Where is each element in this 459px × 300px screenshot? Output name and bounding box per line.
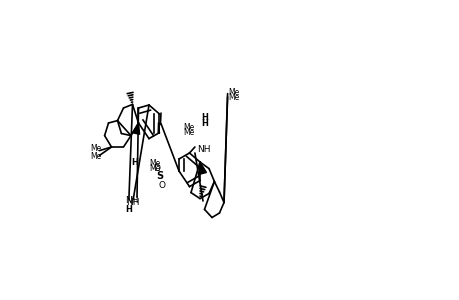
Text: Me: Me	[183, 123, 194, 132]
Text: NH: NH	[124, 196, 138, 205]
Polygon shape	[199, 162, 206, 174]
Text: NH: NH	[196, 146, 210, 154]
Text: Me: Me	[228, 88, 239, 97]
Text: Me: Me	[90, 152, 101, 161]
Text: Me: Me	[183, 128, 194, 137]
Text: H: H	[125, 206, 132, 214]
Text: O: O	[158, 182, 165, 190]
Text: Me: Me	[149, 164, 161, 173]
Text: H: H	[201, 112, 207, 122]
Text: NH: NH	[125, 198, 139, 207]
Text: H: H	[200, 118, 207, 127]
Text: Me: Me	[228, 93, 239, 102]
Text: S: S	[156, 171, 162, 182]
Polygon shape	[132, 123, 139, 134]
Text: O: O	[154, 164, 161, 172]
Text: H: H	[131, 158, 138, 167]
Text: Me: Me	[90, 144, 101, 153]
Text: Me: Me	[149, 159, 161, 168]
